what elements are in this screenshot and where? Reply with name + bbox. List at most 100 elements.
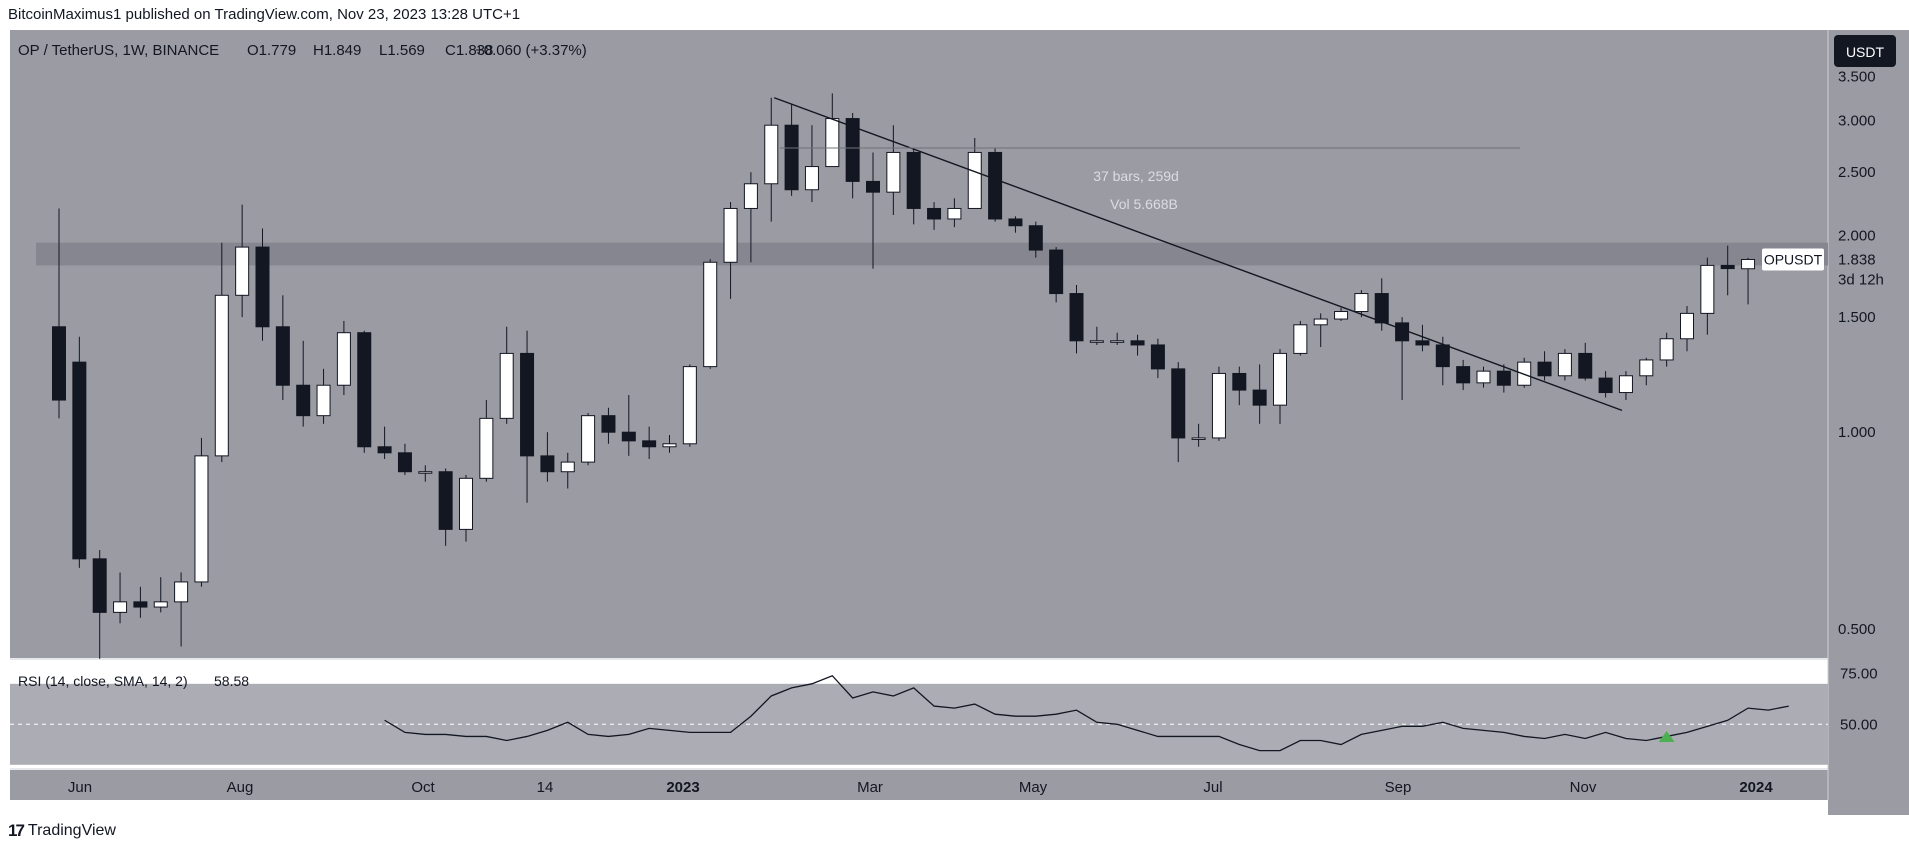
candle[interactable] [967, 138, 982, 209]
candle[interactable] [418, 465, 433, 482]
rsi-line[interactable] [384, 674, 1789, 752]
candle[interactable] [1049, 247, 1064, 303]
candle[interactable] [988, 148, 1003, 222]
candle[interactable] [459, 475, 473, 542]
candle[interactable] [1720, 245, 1735, 296]
candle[interactable] [906, 148, 921, 225]
candle[interactable] [1293, 320, 1308, 356]
candle[interactable] [1334, 307, 1349, 321]
candle[interactable] [1578, 342, 1593, 381]
candle-body-up [113, 601, 128, 613]
candle[interactable] [113, 572, 128, 624]
candle[interactable] [397, 443, 412, 476]
descending-trendline[interactable] [774, 97, 1623, 412]
candle[interactable] [1700, 257, 1715, 335]
candle[interactable] [1496, 364, 1511, 393]
candle[interactable] [927, 202, 942, 230]
candle[interactable] [1354, 290, 1369, 318]
candle[interactable] [153, 577, 168, 613]
candle[interactable] [520, 330, 535, 503]
candle-body-up [1089, 340, 1104, 343]
candle[interactable] [1191, 423, 1206, 447]
candle[interactable] [52, 208, 66, 419]
candle-body-down [866, 180, 880, 193]
candle[interactable] [194, 437, 209, 587]
candle[interactable] [1456, 359, 1471, 391]
candle[interactable] [1415, 324, 1430, 352]
candle[interactable] [1089, 326, 1104, 345]
candle[interactable] [662, 435, 677, 453]
candle[interactable] [316, 368, 331, 424]
time-tick-label: Nov [1570, 779, 1597, 796]
candle[interactable] [1008, 216, 1023, 233]
candle[interactable] [1680, 306, 1694, 352]
candle[interactable] [255, 228, 270, 341]
price-tick-label: 3.000 [1838, 112, 1876, 129]
candle[interactable] [886, 125, 901, 215]
candle[interactable] [1110, 332, 1125, 345]
candle[interactable] [133, 586, 148, 618]
candle[interactable] [377, 426, 392, 459]
candle[interactable] [1557, 349, 1572, 381]
candle[interactable] [1659, 332, 1674, 367]
candle[interactable] [1537, 351, 1552, 381]
candle[interactable] [1150, 338, 1165, 379]
candle[interactable] [1313, 313, 1328, 348]
candle[interactable] [275, 295, 290, 401]
candle[interactable] [336, 320, 351, 396]
candle[interactable] [621, 395, 636, 456]
publish-info-bar: BitcoinMaximus1 published on TradingView… [0, 0, 1909, 30]
candle-body-up [336, 332, 351, 386]
candle[interactable] [1618, 371, 1633, 401]
price-chart[interactable]: 37 bars, 259d Vol 5.668B OP / TetherUS, … [0, 0, 1909, 815]
candle[interactable] [296, 340, 311, 427]
candle[interactable] [72, 336, 87, 568]
candle[interactable] [1232, 366, 1247, 406]
candle[interactable] [845, 112, 860, 199]
candle-body-down [520, 352, 535, 457]
candle[interactable] [682, 364, 697, 447]
candle-body-up [560, 461, 575, 473]
measure-volume-label: Vol 5.668B [1110, 196, 1178, 212]
candle[interactable] [540, 432, 555, 482]
candle[interactable] [804, 125, 819, 203]
candle[interactable] [438, 468, 453, 546]
candle[interactable] [1252, 364, 1267, 424]
candle[interactable] [560, 452, 575, 489]
candle[interactable] [1130, 334, 1145, 356]
candle[interactable] [174, 572, 189, 647]
candle[interactable] [1211, 366, 1226, 441]
candle-body-down [1008, 218, 1023, 227]
candle[interactable] [581, 413, 596, 466]
candle[interactable] [703, 259, 718, 369]
candle[interactable] [1171, 362, 1186, 463]
candle[interactable] [1028, 221, 1043, 258]
candle[interactable] [866, 152, 880, 269]
symbol-label: OPUSDT [1764, 251, 1823, 267]
candle-body-up [1354, 293, 1369, 313]
candle[interactable] [743, 172, 758, 263]
candle-body-down [845, 118, 860, 182]
candle[interactable] [601, 407, 616, 444]
currency-badge[interactable]: USDT [1834, 35, 1896, 67]
candle[interactable] [92, 550, 107, 659]
candle[interactable] [1639, 357, 1654, 386]
candle[interactable] [235, 204, 250, 318]
candle[interactable] [214, 242, 229, 463]
candle[interactable] [1069, 284, 1084, 354]
candle[interactable] [642, 426, 657, 459]
candle[interactable] [1598, 371, 1613, 398]
candle[interactable] [784, 103, 799, 196]
candle[interactable] [479, 400, 494, 482]
candle-body-down [1578, 352, 1593, 379]
candle[interactable] [1741, 257, 1756, 305]
candle[interactable] [825, 93, 840, 168]
candle[interactable] [1476, 366, 1491, 388]
tradingview-logo[interactable]: 17 TradingView [8, 821, 116, 841]
candle[interactable] [499, 326, 514, 424]
candle[interactable] [357, 330, 372, 453]
candle[interactable] [1273, 349, 1287, 424]
candle[interactable] [764, 97, 779, 222]
candle[interactable] [947, 198, 962, 228]
candle[interactable] [723, 202, 738, 299]
